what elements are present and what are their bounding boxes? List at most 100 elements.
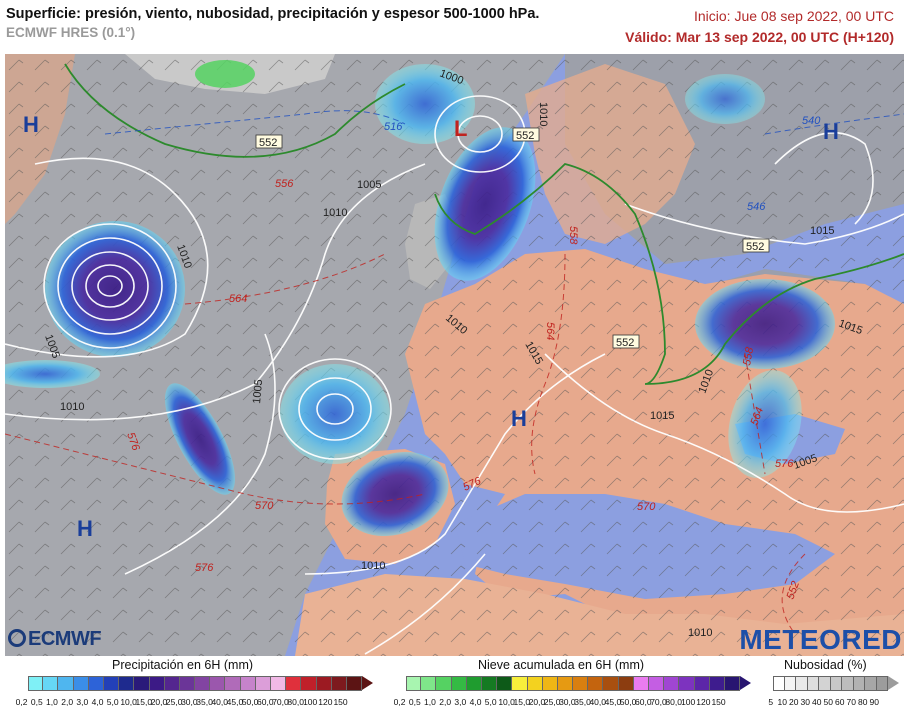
legend-tick-label: 120 [318,697,333,707]
legend-swatch [225,676,241,691]
precip-cyclone-iberia [280,364,390,464]
legend-tick-label: 60 [835,697,845,707]
legend-title-precip: Precipitación en 6H (mm) [112,658,254,672]
thickness-label-red: 556 [275,178,294,190]
legend-swatch [119,676,135,691]
legend-tick-label: 80 [858,697,868,707]
legend-tick-label: 0,5 [408,697,421,707]
thickness-label-red: 564 [544,322,556,340]
high-pressure-label-europe: H [511,406,527,431]
isobar-label: 1015 [650,410,674,422]
legend-tick-label: 60,0 [257,697,274,707]
thickness-552-line [64,63,904,385]
thickness-dashed-red [5,253,806,635]
legend-tick-label: 10,0 [120,697,137,707]
thickness-label-blue: 516 [384,121,403,133]
legend-tick-label: 10 [777,697,787,707]
legend-swatch [210,676,226,691]
precip-band-iberia [341,451,449,537]
legend-swatch [618,676,634,691]
precip-band-atlantic-south [165,383,235,495]
legend-title-cloud: Nubosidad (%) [784,658,867,672]
legend-bar-cloud [773,676,899,691]
legend-swatch [58,676,74,691]
legend-swatch [633,676,649,691]
thickness-label-red: 570 [255,500,274,512]
legend-swatch [406,676,422,691]
precip-russia [695,279,835,369]
legend-tick-label: 35,0 [574,697,591,707]
isobar-label: 1010 [361,560,385,572]
legend-swatch [512,676,528,691]
high-pressure-label-sw: H [77,516,93,541]
thickness-box-label: 552 [255,134,283,149]
legend-tick-label: 0,2 [15,697,28,707]
legend-ticks-snow: 0,2 0,5 1,0 2,0 3,0 4,0 5,0 10,0 15,0 20,0 25,0 30,… [392,697,726,707]
isobar-label: 1010 [537,102,549,126]
legend-tick-label: 40 [812,697,822,707]
legend-swatch [466,676,482,691]
high-pressure-label-nw: H [23,112,39,137]
legend-swatch [436,676,452,691]
precip-north-sea [375,64,475,144]
svg-text:552: 552 [516,130,534,142]
weather-map[interactable]: H H H H L 1000 1005 1010 1005 1010 1005 … [5,54,904,656]
legend-tick-label: 70 [846,697,856,707]
legend-tick-label: 70,0 [272,697,289,707]
ecmwf-logo-icon [8,629,26,647]
ecmwf-logo: ECMWF [8,628,102,651]
legend-tick-label: 5,0 [106,697,119,707]
legend-swatch [542,676,558,691]
thickness-label-red: 570 [637,501,656,513]
legend-swatch [149,676,165,691]
legend-swatch [807,676,819,691]
legend-tick-label: 150 [711,697,726,707]
legend-swatch [316,676,332,691]
isobar-label: 1015 [810,225,834,237]
legend-tick-label: 80,0 [287,697,304,707]
legend-tick-label: 100 [303,697,318,707]
legend-swatch [649,676,665,691]
legend-tick-label: 10,0 [498,697,515,707]
legend-tick-label: 4,0 [469,697,482,707]
legend-tick-label: 50 [823,697,833,707]
legend-swatch [784,676,796,691]
meteored-logo: METEORED [739,624,902,655]
legend-swatch [88,676,104,691]
thickness-label-red: 576 [195,562,214,574]
low-pressure-label: L [454,116,467,141]
thickness-box-label: 552 [512,127,540,142]
legend-tick-label: 40,0 [211,697,228,707]
legend-swatch [603,676,619,691]
legend-tick-label: 120 [696,697,711,707]
legend-swatch [709,676,725,691]
legend-swatch [679,676,695,691]
legend-tick-label: 20 [789,697,799,707]
legend-swatch [421,676,437,691]
legend-tick-label: 3,0 [76,697,89,707]
legend-swatch [527,676,543,691]
precip-northeast [685,74,765,124]
legend-tick-label: 150 [333,697,348,707]
isobar-label: 1010 [688,627,712,639]
legend-swatch [28,676,44,691]
legend-swatch [842,676,854,691]
legend-arrow-icon [740,676,752,690]
legend-tick-label: 45,0 [604,697,622,707]
legend-swatch [301,676,317,691]
legend-swatch [773,676,785,691]
legend-tick-label: 20,0 [528,697,546,707]
legend-tick-label: 25,0 [543,697,561,707]
legend-swatch [694,676,710,691]
legend-swatch [724,676,741,691]
legend-tick-label: 1,0 [424,697,436,707]
legend-tick-label: 0,2 [393,697,406,707]
high-pressure-label-ne: H [823,119,839,144]
svg-text:552: 552 [616,337,634,349]
legend-swatch [134,676,150,691]
legend-tick-label: 30,0 [181,697,198,707]
legend-swatch [43,676,59,691]
model-name: ECMWF HRES (0.1°) [6,25,136,40]
header-left: Superficie: presión, viento, nubosidad, … [6,6,539,40]
legend-tick-label: 45,0 [226,697,244,707]
